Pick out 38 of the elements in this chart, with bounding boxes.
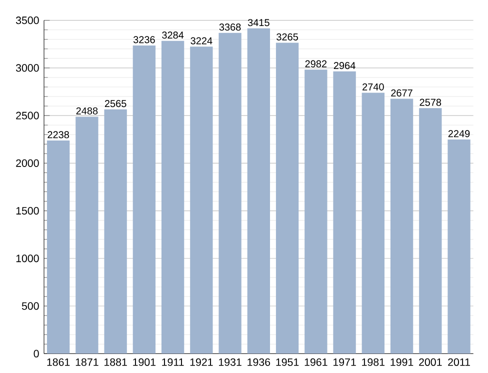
data-label: 3224 [190, 37, 212, 44]
data-label: 2238 [48, 131, 69, 138]
y-tick-label: 1000 [16, 254, 39, 262]
data-label: 2565 [104, 100, 126, 108]
x-tick-label: 1861 [47, 358, 70, 366]
x-tick-label: 1936 [248, 358, 270, 366]
data-label: 3415 [248, 19, 270, 26]
x-tick-label: 1961 [304, 358, 328, 366]
x-tick-label: 1951 [276, 358, 299, 366]
x-tick-label: 1971 [333, 358, 356, 366]
y-tick-label: 1500 [16, 207, 39, 215]
data-label: 2982 [305, 60, 327, 68]
data-label: 2488 [76, 107, 98, 114]
x-tick-label: 1921 [190, 358, 213, 366]
data-label: 2677 [391, 89, 412, 96]
x-tick-label: 1911 [162, 358, 184, 366]
y-tick-label: 0 [34, 350, 39, 358]
y-tick-label: 500 [22, 302, 39, 310]
y-tick-label: 3500 [16, 16, 39, 24]
data-label: 2249 [448, 130, 470, 138]
x-tick-label: 2001 [419, 358, 442, 366]
x-tick-label: 1931 [219, 358, 242, 366]
y-tick-label: 2000 [16, 159, 39, 167]
data-label: 3265 [276, 33, 298, 40]
x-tick-label: 1901 [133, 358, 156, 366]
x-tick-label: 1981 [362, 358, 384, 366]
data-label: 3236 [133, 36, 155, 44]
y-tick-label: 2500 [16, 112, 39, 120]
x-tick-label: 1881 [104, 358, 127, 366]
data-label: 3284 [162, 32, 184, 39]
x-tick-label: 2011 [448, 358, 470, 366]
y-tick-label: 3000 [16, 64, 39, 72]
data-label: 2578 [420, 98, 442, 106]
data-label: 2964 [334, 62, 356, 70]
x-tick-label: 1991 [390, 358, 414, 366]
data-label: 2740 [362, 83, 384, 90]
x-tick-label: 1871 [76, 358, 98, 366]
data-label: 3368 [219, 24, 241, 31]
